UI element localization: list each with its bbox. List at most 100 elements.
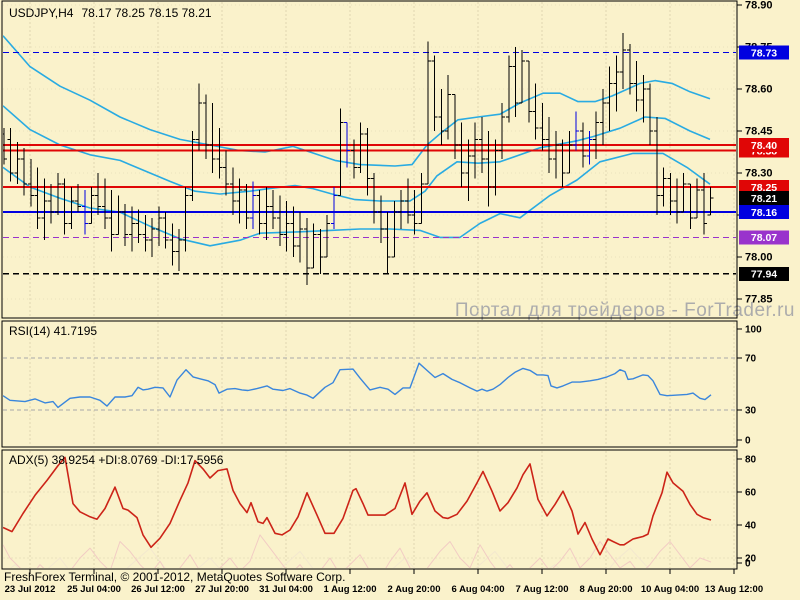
ohlc-bar	[142, 215, 149, 252]
ohlc-bar	[75, 184, 82, 213]
adx-panel-border	[1, 449, 738, 570]
ohlc-bar	[519, 49, 526, 104]
ohlc-bar	[344, 122, 351, 168]
ohlc-bar	[404, 178, 411, 224]
ohlc-bar	[229, 167, 236, 215]
ma-band-lines	[3, 35, 711, 247]
ohlc-bar	[431, 55, 438, 131]
ohlc-bar	[162, 212, 169, 249]
ohlc-bar	[182, 187, 189, 252]
ohlc-bar	[88, 187, 95, 224]
adx-indicator-label: ADX(5) 38.9254 +DI:8.0769 -DI:17.5956	[9, 453, 224, 467]
time-gridlines	[29, 2, 735, 568]
price-badge-78.21: 78.21	[739, 191, 789, 206]
scale-label: 0	[745, 436, 751, 447]
price-badge-78.40: 78.40	[739, 138, 789, 152]
ohlc-bar	[525, 60, 532, 123]
rsi-panel-border	[1, 320, 738, 448]
price-gridlines	[3, 4, 736, 559]
ohlc-bar	[660, 167, 667, 207]
time-scale[interactable]: 23 Jul 2012 25 Jul 04:00 26 Jul 12:00 27 Ju…	[5, 569, 763, 595]
ohlc-bar	[283, 201, 290, 252]
ohlc-bar	[48, 184, 55, 224]
time-label: 6 Aug 04:00	[452, 584, 505, 595]
ohlc-bar	[135, 209, 142, 243]
ohlc-bar	[34, 167, 41, 229]
svg-text:78.73: 78.73	[751, 47, 777, 59]
ohlc-bar	[350, 139, 357, 179]
ohlc-bar	[21, 147, 28, 196]
ohlc-bar	[424, 41, 431, 185]
ohlc-bar	[674, 178, 680, 224]
ohlc-bar	[505, 55, 512, 123]
scale-label: 77.85	[745, 294, 773, 306]
watermark: Портал для трейдеров - ForTrader.ru	[454, 300, 795, 321]
scale-label: 78.60	[745, 84, 773, 96]
scale-label: 100	[745, 325, 762, 336]
ohlc-bar	[667, 173, 674, 215]
ohlc-bar	[256, 189, 263, 235]
ohlc-bar	[196, 83, 203, 151]
ohlc-bar	[27, 159, 34, 207]
time-label: 25 Jul 04:00	[67, 584, 121, 595]
ohlc-bar	[687, 183, 694, 229]
chart-title: USDJPY,H4 78.17 78.25 78.15 78.21	[9, 6, 212, 20]
ohlc-bar	[613, 55, 620, 112]
ohlc-bar	[680, 173, 687, 213]
time-label: 10 Aug 04:00	[641, 584, 699, 595]
ohlc-bar	[438, 89, 445, 145]
price-badge-78.73: 78.73	[739, 45, 789, 60]
ohlc-bar	[398, 189, 405, 229]
ohlc-bar	[552, 131, 559, 179]
ohlc-bar	[586, 131, 593, 165]
ohlc-bar	[458, 122, 465, 187]
ohlc-bar	[593, 111, 600, 159]
ohlc-bar	[694, 178, 701, 219]
status-bar: FreshForex Terminal, © 2001-2012, MetaQu…	[4, 570, 346, 584]
scale-label: 30	[745, 406, 757, 417]
ohlc-bar	[573, 111, 580, 151]
band-middle	[3, 105, 711, 202]
symbol-period-label: USDJPY,H4	[9, 6, 74, 20]
ohlc-bar	[707, 187, 714, 216]
scale-label: 80	[745, 455, 757, 466]
time-label: 1 Aug 12:00	[324, 584, 377, 595]
ohlc-bar	[485, 131, 492, 207]
ohlc-bar	[149, 217, 156, 257]
ohlc-bar	[250, 181, 257, 229]
ohlc-bar	[297, 212, 304, 263]
price-badge-78.16: 78.16	[739, 205, 789, 220]
ohlc-bar	[14, 142, 21, 185]
ohlc-bar	[263, 187, 270, 241]
ohlc-bar	[559, 139, 566, 187]
ohlc-bar	[3, 128, 7, 165]
time-label: 13 Aug 12:00	[705, 584, 763, 595]
ohlc-bar	[391, 201, 398, 258]
ohlc-bar	[566, 131, 573, 174]
ohlc-bar	[640, 75, 647, 123]
price-scale[interactable]: 78.9078.7578.6078.4578.3078.1578.0077.85…	[737, 0, 773, 570]
ohlc-bar	[209, 103, 216, 173]
ohlc-bar	[626, 44, 633, 95]
ohlc-bar	[357, 122, 364, 173]
ohlc-bar	[606, 66, 613, 131]
ohlc-bar	[223, 150, 230, 196]
ohlc-bar	[633, 61, 640, 112]
scale-label: 60	[745, 488, 757, 499]
ohlc-bar	[290, 206, 297, 257]
ohlc-bar	[653, 117, 660, 215]
ohlc-bar	[377, 195, 384, 243]
ohlc-bar	[270, 189, 277, 229]
price-badge-77.94: 77.94	[739, 266, 789, 281]
price-panel-border	[1, 0, 738, 319]
time-label: 31 Jul 04:00	[259, 584, 313, 595]
ohlc-bar	[599, 89, 606, 145]
time-label: 23 Jul 2012	[5, 584, 56, 595]
ohlc-bar	[7, 128, 14, 182]
scale-label: 78.45	[745, 126, 773, 138]
rsi-line	[3, 362, 712, 409]
band-upper	[3, 35, 711, 167]
ohlc-bar	[41, 178, 48, 241]
ohlc-bar	[492, 139, 499, 196]
